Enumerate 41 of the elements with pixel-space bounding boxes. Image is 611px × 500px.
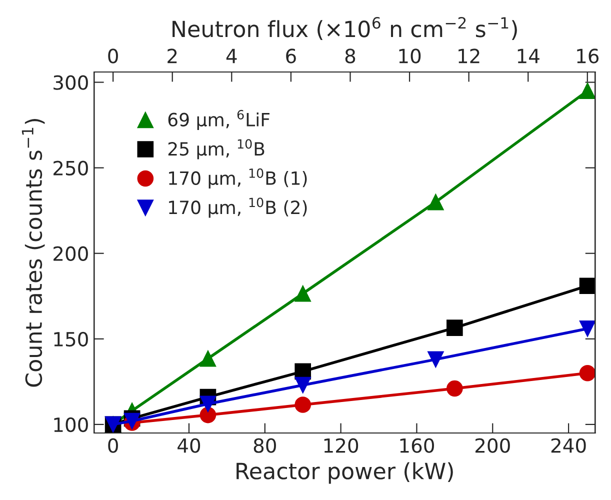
x-tick-label: 80 xyxy=(254,438,276,453)
x2-tick-label: 16 xyxy=(577,48,599,64)
y-tick-label: 150 xyxy=(54,332,88,347)
y-tick-label: 250 xyxy=(54,160,88,176)
y-tick-label: 100 xyxy=(54,417,88,432)
point xyxy=(446,380,463,397)
point xyxy=(200,406,216,424)
y-tick-label: 200 xyxy=(54,246,88,262)
point xyxy=(579,320,596,337)
legend-label: 25 µm, $^{10}$B xyxy=(168,139,264,160)
x2-tick-label: 12 xyxy=(458,48,480,64)
y-axis-title: Count rates (counts s$^{−1}$) xyxy=(22,119,45,387)
x2-tick-label: 10 xyxy=(399,48,421,64)
legend-label: 170 µm, $^{10}$B (1) xyxy=(169,168,307,188)
x2-tick-label: 6 xyxy=(286,48,296,64)
point xyxy=(428,351,444,368)
x-tick-label: 240 xyxy=(551,438,586,453)
point xyxy=(200,350,216,367)
x-tick-label: 160 xyxy=(400,438,434,453)
x2-tick-label: 8 xyxy=(345,48,356,64)
x-tick-label: 0 xyxy=(108,438,118,453)
x2-tick-label: 0 xyxy=(108,48,118,64)
point xyxy=(294,376,312,394)
x-axis-title: Reactor power (kW) xyxy=(236,462,453,484)
point xyxy=(579,278,596,294)
x2-tick-label: 14 xyxy=(518,48,540,64)
x-tick-label: 200 xyxy=(476,438,510,453)
x2-axis-title: Neutron flux (×10$^{6}$ n cm$^{−2}$ s$^{−1}$) xyxy=(172,16,517,40)
legend-label: 69 µm, $^{6}$LiF xyxy=(168,110,270,130)
x-tick-label: 120 xyxy=(324,438,358,453)
point xyxy=(428,194,444,210)
point xyxy=(294,285,312,302)
point xyxy=(200,396,216,412)
point xyxy=(579,364,596,382)
point xyxy=(446,320,463,336)
x2-tick-label: 2 xyxy=(168,48,177,64)
y-tick-label: 300 xyxy=(54,75,88,90)
x2-tick-label: 4 xyxy=(226,48,237,64)
legend-label: 170 µm, $^{10}$B (2) xyxy=(169,198,307,218)
x-tick-label: 40 xyxy=(178,438,200,453)
point xyxy=(294,396,312,413)
